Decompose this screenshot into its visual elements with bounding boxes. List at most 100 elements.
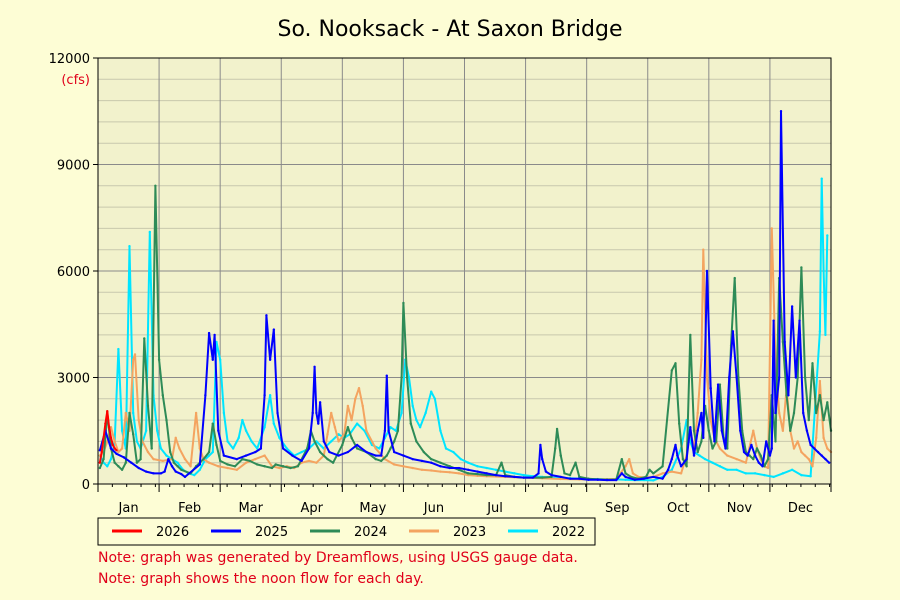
data-point-2024 — [648, 468, 651, 471]
data-point-2023 — [661, 472, 664, 475]
data-point-2023 — [307, 459, 311, 463]
data-point-2025 — [531, 476, 535, 479]
data-point-2024 — [726, 447, 729, 450]
data-point-2025 — [207, 331, 211, 335]
data-point-2025 — [402, 454, 405, 457]
data-point-2024 — [755, 447, 759, 450]
data-point-2025 — [783, 340, 786, 344]
data-point-2024 — [811, 362, 814, 365]
data-point-2024 — [818, 394, 822, 397]
data-point-2023 — [726, 454, 729, 457]
data-point-2025 — [753, 454, 757, 457]
data-point-2023 — [709, 418, 712, 422]
data-point-2022 — [476, 465, 479, 468]
data-point-2025 — [666, 468, 670, 471]
data-point-2025 — [537, 472, 540, 475]
data-point-2025 — [198, 463, 202, 466]
data-point-2025 — [485, 472, 488, 475]
data-point-2022 — [389, 426, 392, 429]
data-point-2025 — [824, 457, 827, 461]
x-month-label: Sep — [605, 501, 630, 516]
data-point-2024 — [215, 443, 218, 447]
data-point-2024 — [255, 463, 259, 466]
data-point-2025 — [137, 466, 140, 470]
data-point-2023 — [744, 461, 748, 464]
data-point-2023 — [818, 379, 822, 383]
data-point-2025 — [713, 440, 716, 443]
data-point-2026 — [107, 426, 111, 429]
data-point-2022 — [407, 376, 411, 379]
data-point-2025 — [689, 426, 692, 429]
data-point-2023 — [333, 426, 337, 429]
data-point-2026 — [115, 449, 118, 452]
data-point-2022 — [363, 429, 366, 432]
data-point-2025 — [322, 440, 326, 443]
data-point-2025 — [183, 475, 187, 479]
data-point-2024 — [405, 376, 409, 379]
data-point-2025 — [813, 447, 816, 450]
data-point-2025 — [159, 472, 163, 475]
data-point-2023 — [278, 466, 281, 470]
data-point-2023 — [113, 440, 116, 443]
data-point-2024 — [476, 472, 479, 476]
data-point-2025 — [494, 473, 498, 477]
data-point-2024 — [143, 337, 146, 340]
data-point-2024 — [711, 447, 714, 450]
data-point-2022 — [231, 447, 235, 450]
data-point-2025 — [318, 401, 322, 404]
data-point-2025 — [794, 376, 798, 379]
data-point-2024 — [707, 429, 711, 432]
data-point-2024 — [402, 301, 405, 305]
data-point-2023 — [374, 447, 377, 450]
data-point-2026 — [100, 450, 103, 454]
data-point-2024 — [763, 465, 766, 468]
data-point-2024 — [346, 426, 350, 429]
data-point-2024 — [766, 457, 770, 461]
data-point-2024 — [759, 454, 762, 457]
data-point-2025 — [809, 443, 812, 447]
data-point-2023 — [133, 353, 137, 356]
data-point-2026 — [102, 436, 105, 440]
data-point-2023 — [183, 457, 187, 461]
data-point-2024 — [202, 457, 205, 461]
data-point-2025 — [787, 394, 790, 397]
data-point-2023 — [146, 450, 150, 454]
data-point-2024 — [128, 411, 131, 415]
data-point-2023 — [337, 440, 340, 443]
data-point-2024 — [350, 436, 353, 440]
data-point-2023 — [392, 463, 396, 466]
data-point-2025 — [476, 470, 479, 473]
data-point-2022 — [790, 468, 794, 471]
data-point-2024 — [781, 340, 785, 344]
data-point-2026 — [111, 443, 115, 447]
data-point-2024 — [380, 459, 383, 463]
data-point-2022 — [763, 473, 766, 477]
data-point-2023 — [420, 468, 424, 471]
data-point-2022 — [670, 468, 674, 471]
data-point-2025 — [624, 475, 627, 479]
data-point-2024 — [131, 433, 135, 436]
data-point-2024 — [792, 411, 796, 415]
data-point-2023 — [109, 426, 113, 429]
data-point-2025 — [746, 454, 749, 457]
data-point-2024 — [313, 440, 316, 443]
data-point-2022 — [467, 461, 470, 464]
data-point-2025 — [633, 478, 636, 481]
data-point-2024 — [270, 466, 274, 470]
data-point-2024 — [135, 461, 139, 464]
legend: 2026 2025 2024 2023 2022 — [97, 517, 596, 546]
data-point-2024 — [500, 461, 503, 464]
data-point-2025 — [355, 443, 359, 447]
x-month-label: Aug — [543, 501, 568, 516]
data-point-2023 — [822, 436, 825, 440]
data-point-2022 — [117, 347, 120, 351]
data-point-2022 — [241, 418, 244, 422]
data-point-2023 — [217, 465, 220, 468]
data-point-2024 — [785, 394, 788, 397]
data-point-2025 — [374, 454, 377, 457]
data-point-2024 — [692, 429, 696, 432]
data-point-2026 — [106, 410, 109, 413]
data-point-2024 — [211, 422, 214, 425]
data-point-2025 — [429, 461, 433, 464]
